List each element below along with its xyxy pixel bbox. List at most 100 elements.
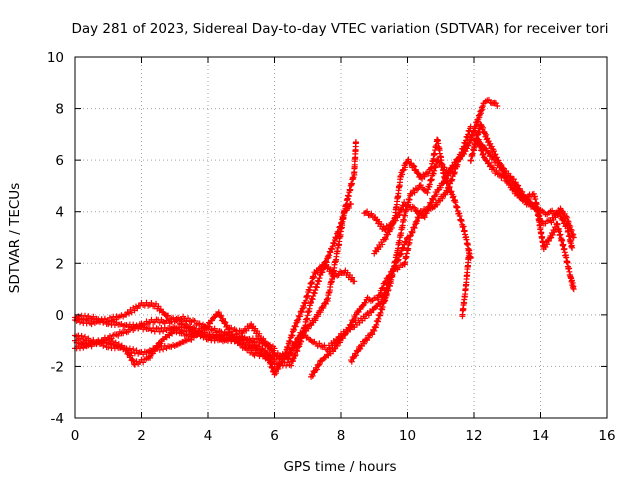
data-point xyxy=(319,303,326,310)
data-point xyxy=(380,284,387,291)
data-point xyxy=(424,169,431,176)
data-point xyxy=(545,238,552,245)
data-point xyxy=(368,309,375,316)
y-tick-label: 4 xyxy=(55,205,64,221)
data-point xyxy=(369,331,376,338)
data-point xyxy=(120,330,127,337)
data-point xyxy=(510,176,517,183)
data-point xyxy=(448,188,455,195)
data-point xyxy=(342,330,349,337)
data-point xyxy=(411,225,418,232)
data-point xyxy=(219,315,226,322)
data-point xyxy=(228,324,235,331)
data-point xyxy=(305,325,312,332)
data-point xyxy=(399,167,406,174)
data-point xyxy=(423,210,430,217)
data-point xyxy=(421,173,428,180)
data-point xyxy=(480,124,487,131)
data-point xyxy=(206,320,213,327)
data-point xyxy=(410,162,417,169)
data-point xyxy=(424,206,431,213)
data-point xyxy=(279,352,286,359)
data-point xyxy=(126,310,133,317)
data-point xyxy=(331,345,338,352)
y-tick-label: -4 xyxy=(51,411,64,427)
data-point xyxy=(400,217,407,224)
data-point xyxy=(499,172,506,179)
data-point xyxy=(222,319,229,326)
data-point xyxy=(401,199,408,206)
chart-title: Day 281 of 2023, Sidereal Day-to-day VTE… xyxy=(71,21,608,37)
y-tick-label: -2 xyxy=(51,359,64,375)
data-point xyxy=(363,336,370,343)
data-point xyxy=(83,343,90,350)
data-point xyxy=(337,339,344,346)
data-point xyxy=(414,186,421,193)
x-axis-label: GPS time / hours xyxy=(283,459,396,475)
data-point xyxy=(389,221,396,228)
data-point xyxy=(238,341,245,348)
data-point xyxy=(364,208,371,215)
data-point xyxy=(298,309,305,316)
data-point xyxy=(105,344,112,351)
data-point xyxy=(131,361,138,368)
data-point xyxy=(366,334,373,341)
x-tick-labels: 0 2 4 6 8 10 12 14 16 xyxy=(71,428,616,444)
data-point xyxy=(198,330,205,337)
data-point xyxy=(138,323,145,330)
data-point xyxy=(148,299,155,306)
data-point xyxy=(192,327,199,334)
data-point xyxy=(294,348,301,355)
data-point xyxy=(165,312,172,319)
data-point xyxy=(348,358,355,365)
data-point xyxy=(288,362,295,369)
data-point xyxy=(215,309,222,316)
data-point xyxy=(292,323,299,330)
data-point xyxy=(257,337,264,344)
data-point xyxy=(112,339,119,346)
data-point xyxy=(357,345,364,352)
data-point xyxy=(292,351,299,358)
data-point xyxy=(320,305,327,312)
data-point xyxy=(313,366,320,373)
data-point xyxy=(415,185,422,192)
data-point xyxy=(88,321,95,328)
data-point xyxy=(429,196,436,203)
x-tick-label: 4 xyxy=(204,428,213,444)
y-axis-label: SDTVAR / TECUs xyxy=(7,183,23,293)
data-point xyxy=(285,356,292,363)
data-point xyxy=(256,330,263,337)
data-point xyxy=(295,335,302,342)
data-point xyxy=(76,345,83,352)
data-point xyxy=(160,328,167,335)
data-point xyxy=(316,340,323,347)
data-point xyxy=(130,346,137,353)
data-point xyxy=(361,315,368,322)
data-point xyxy=(411,163,418,170)
data-point xyxy=(231,337,238,344)
data-point xyxy=(254,336,261,343)
data-point xyxy=(483,131,490,138)
data-point xyxy=(78,332,85,339)
data-point xyxy=(248,347,255,354)
data-point xyxy=(439,195,446,202)
data-point xyxy=(299,305,306,312)
data-point xyxy=(290,345,297,352)
data-point xyxy=(293,347,300,354)
data-point xyxy=(196,320,203,327)
data-point xyxy=(352,139,359,146)
data-point xyxy=(201,331,208,338)
data-point xyxy=(211,325,218,332)
series-track-10 xyxy=(459,249,473,320)
data-point xyxy=(352,315,359,322)
data-point xyxy=(569,244,576,251)
data-point xyxy=(287,350,294,357)
data-point xyxy=(266,341,273,348)
data-point xyxy=(275,365,282,372)
data-point xyxy=(443,175,450,182)
data-point xyxy=(398,250,405,257)
data-point xyxy=(127,352,134,359)
data-point xyxy=(348,321,355,328)
axis-ticks xyxy=(74,56,608,419)
data-point xyxy=(292,322,299,329)
